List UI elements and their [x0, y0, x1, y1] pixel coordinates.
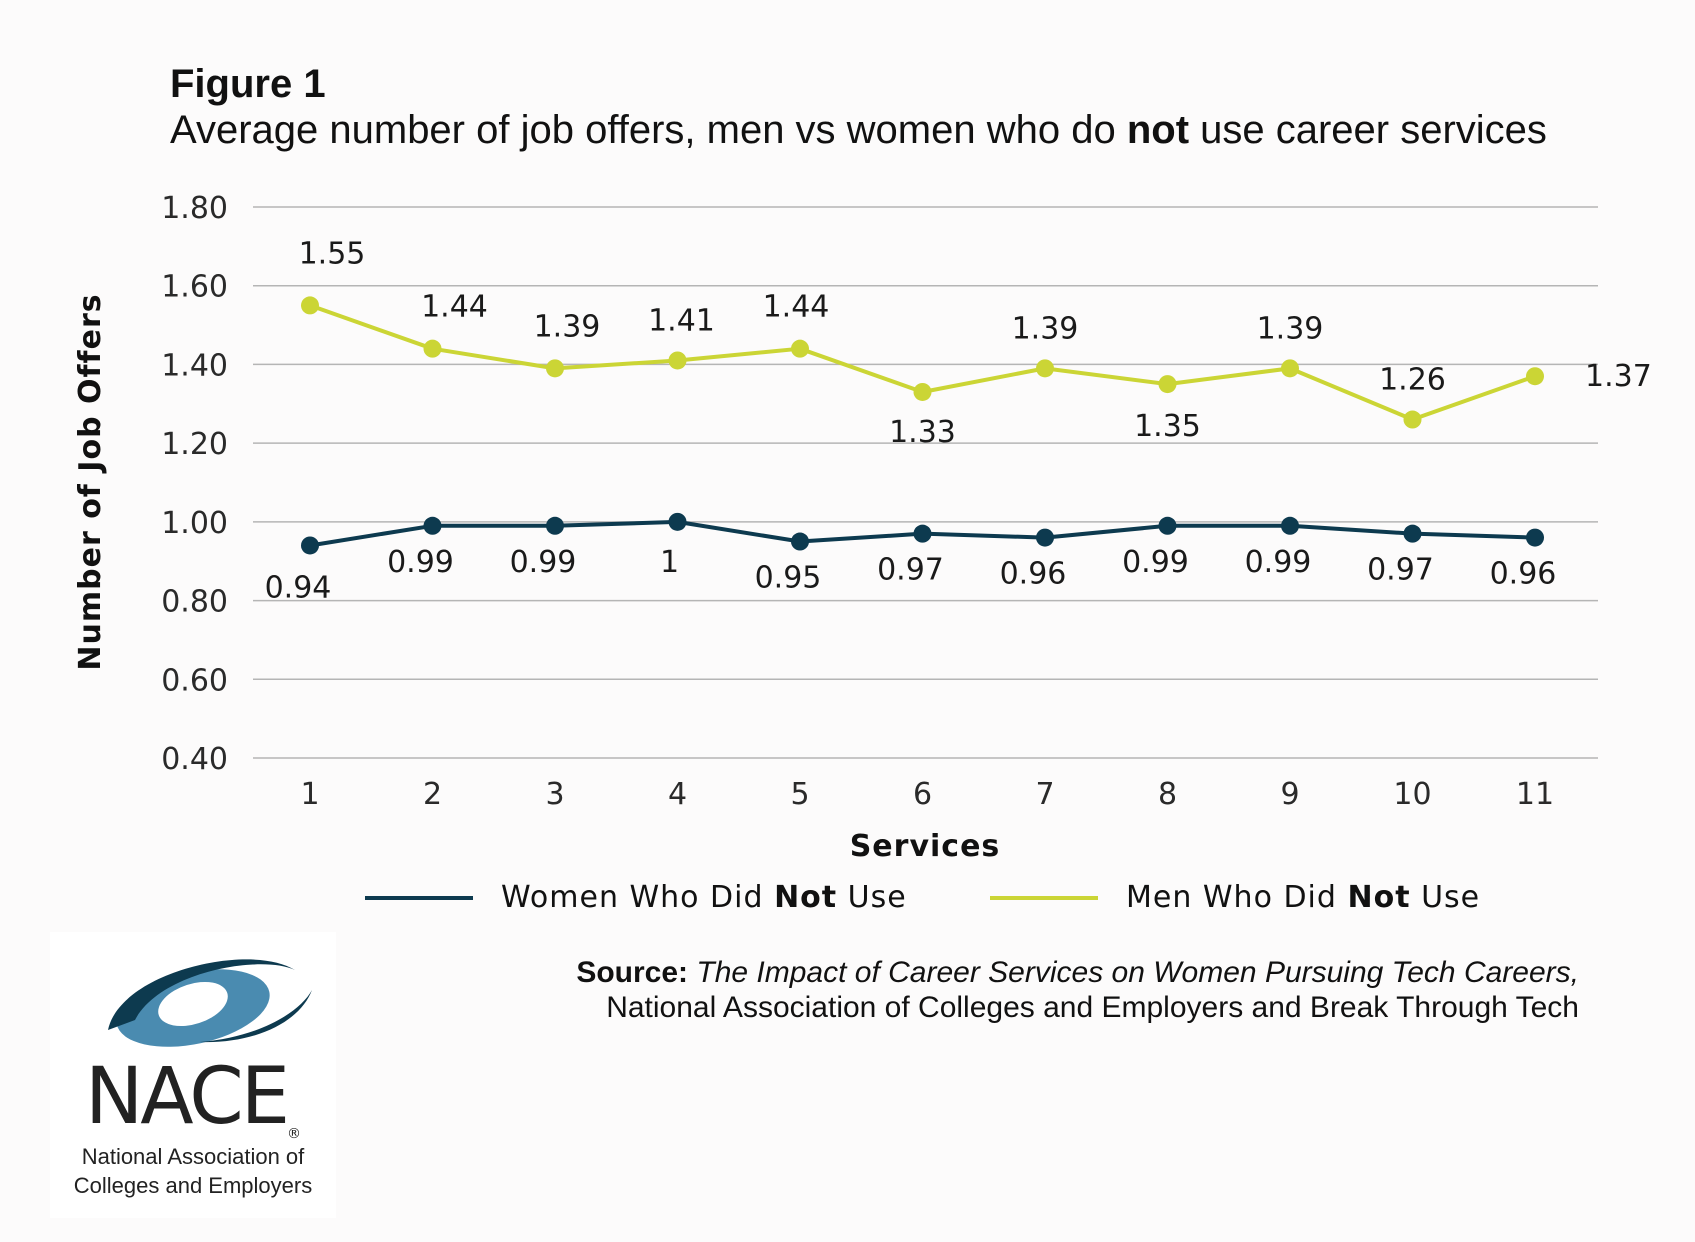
- x-tick-label: 10: [1393, 777, 1431, 812]
- data-label-men: 1.33: [889, 415, 956, 450]
- data-point: [1526, 367, 1544, 386]
- data-label-men: 1.41: [648, 303, 715, 338]
- data-label-women: 0.99: [387, 545, 454, 580]
- data-point: [423, 339, 442, 358]
- gridlines: [253, 206, 1598, 759]
- data-point: [668, 512, 687, 531]
- data-point: [668, 351, 687, 370]
- data-label-women: 0.95: [755, 561, 822, 596]
- data-point: [423, 516, 442, 535]
- y-axis-ticks: 0.40 0.60 0.80 1.00 1.20 1.40 1.60 1.80: [161, 191, 228, 777]
- x-tick-label: 4: [668, 777, 687, 812]
- logo-swoosh-icon: [108, 959, 312, 1047]
- logo-wordmark: NACE®: [84, 1052, 302, 1142]
- y-tick-label: 1.60: [161, 270, 228, 305]
- data-label-women: 0.96: [1000, 557, 1067, 592]
- legend-label-men: Men Who Did Not Use: [1126, 880, 1481, 915]
- data-point: [301, 536, 319, 555]
- data-label-men: 1.39: [1012, 311, 1079, 346]
- legend-item-men: Men Who Did Not Use: [990, 880, 1480, 915]
- data-label-women: 0.99: [1245, 545, 1312, 580]
- x-tick-label: 5: [790, 777, 809, 812]
- legend-swatch-men: [990, 895, 1098, 900]
- legend-label-women: Women Who Did Not Use: [501, 880, 907, 915]
- data-point: [1158, 375, 1177, 394]
- figure-label: Figure 1: [170, 62, 326, 106]
- data-label-women: 1: [660, 545, 679, 580]
- data-label-women: 0.97: [1367, 553, 1434, 588]
- data-point: [546, 359, 564, 378]
- y-tick-label: 1.20: [161, 427, 228, 462]
- source-note: Source: The Impact of Career Services on…: [576, 956, 1579, 1024]
- series-points: [301, 296, 1544, 555]
- x-axis-ticks: 1 2 3 4 5 6 7 8 9 10 11: [300, 777, 1554, 812]
- data-point: [791, 532, 809, 551]
- data-point: [301, 296, 319, 315]
- data-point: [1281, 516, 1299, 535]
- x-tick-label: 6: [913, 777, 932, 812]
- x-tick-label: 3: [545, 777, 564, 812]
- y-tick-label: 1.00: [161, 506, 228, 541]
- data-label-men: 1.35: [1134, 409, 1201, 444]
- x-tick-label: 8: [1158, 777, 1177, 812]
- data-label-men: 1.37: [1585, 359, 1652, 394]
- data-label-women: 0.96: [1490, 557, 1557, 592]
- data-point: [1403, 524, 1422, 543]
- data-label-men: 1.39: [534, 309, 601, 344]
- data-point: [1281, 359, 1299, 378]
- data-label-women: 0.94: [265, 570, 332, 605]
- legend-swatch-women: [365, 895, 473, 900]
- data-label-men: 1.44: [763, 290, 830, 325]
- legend: Women Who Did Not Use Men Who Did Not Us…: [0, 880, 1695, 930]
- nace-logo: NACE® National Association of Colleges a…: [50, 932, 336, 1218]
- data-label-men: 1.44: [421, 290, 488, 325]
- x-axis-title: Services: [850, 829, 1001, 864]
- data-point: [913, 524, 932, 543]
- data-point: [913, 382, 932, 401]
- x-tick-label: 7: [1035, 777, 1054, 812]
- y-tick-label: 1.40: [161, 348, 228, 383]
- data-labels: 0.94 0.99 0.99 1 0.95 0.97 0.96 0.99 0.99 0.97 0.9…: [265, 236, 1652, 605]
- logo-subtitle: National Association of Colleges and Emp…: [73, 1144, 313, 1198]
- data-point: [1158, 516, 1177, 535]
- series-line-men: [309, 303, 1536, 422]
- data-label-men: 1.26: [1379, 363, 1446, 398]
- data-point: [1036, 359, 1054, 378]
- data-point: [1526, 528, 1544, 547]
- data-point: [791, 339, 809, 358]
- data-point: [1036, 528, 1054, 547]
- y-tick-label: 1.80: [161, 191, 228, 226]
- data-point: [1403, 410, 1422, 429]
- y-tick-label: 0.60: [161, 663, 228, 698]
- y-axis-title: Number of Job Offers: [73, 293, 108, 670]
- x-tick-label: 1: [300, 777, 319, 812]
- figure-title: Average number of job offers, men vs wom…: [170, 108, 1547, 152]
- legend-item-women: Women Who Did Not Use: [365, 880, 907, 915]
- x-tick-label: 2: [423, 777, 442, 812]
- data-label-women: 0.99: [1122, 545, 1189, 580]
- data-point: [546, 516, 564, 535]
- data-label-women: 0.97: [877, 553, 944, 588]
- x-tick-label: 9: [1280, 777, 1299, 812]
- y-tick-label: 0.40: [161, 742, 228, 777]
- data-label-men: 1.39: [1257, 311, 1324, 346]
- data-label-men: 1.55: [299, 236, 366, 271]
- data-label-women: 0.99: [510, 545, 577, 580]
- x-tick-label: 11: [1516, 777, 1554, 812]
- y-tick-label: 0.80: [161, 585, 228, 620]
- line-chart: 0.40 0.60 0.80 1.00 1.20 1.40 1.60 1.80 1 2 3 4 5 6 7…: [73, 191, 1652, 864]
